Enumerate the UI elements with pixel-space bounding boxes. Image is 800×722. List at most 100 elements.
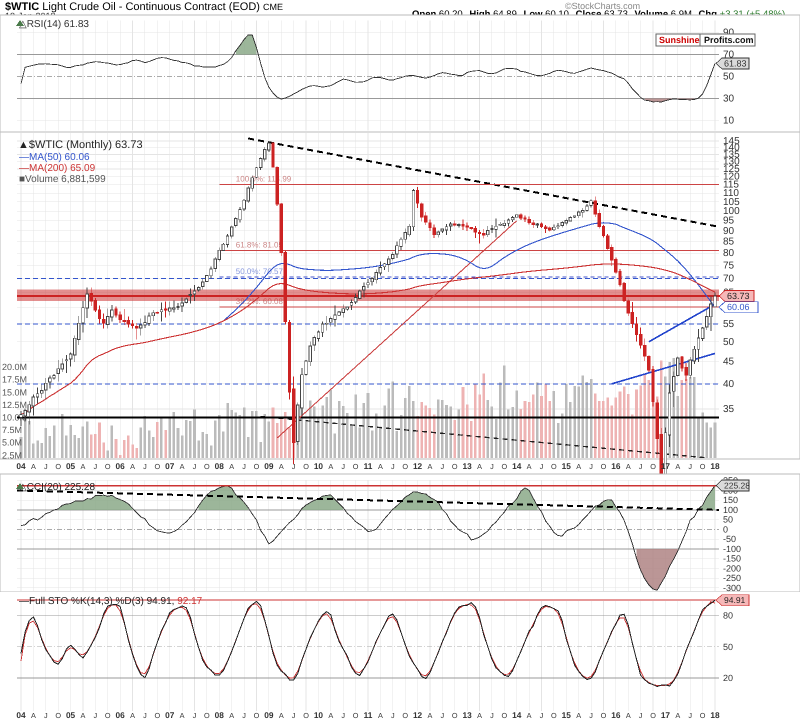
svg-text:09: 09 bbox=[264, 461, 274, 471]
svg-text:J: J bbox=[143, 462, 147, 471]
svg-text:O: O bbox=[501, 462, 507, 471]
svg-text:O: O bbox=[650, 462, 656, 471]
svg-text:15: 15 bbox=[562, 710, 572, 720]
svg-text:50: 50 bbox=[723, 337, 735, 348]
svg-text:A: A bbox=[527, 711, 532, 720]
svg-text:J: J bbox=[143, 711, 147, 720]
svg-text:A: A bbox=[378, 711, 383, 720]
svg-text:A: A bbox=[31, 711, 36, 720]
svg-text:08: 08 bbox=[215, 461, 225, 471]
svg-text:—MA(50) 60.06: —MA(50) 60.06 bbox=[19, 152, 90, 163]
svg-text:J: J bbox=[292, 711, 296, 720]
svg-text:14: 14 bbox=[512, 461, 522, 471]
svg-text:15: 15 bbox=[562, 461, 572, 471]
svg-text:J: J bbox=[639, 711, 643, 720]
svg-text:O: O bbox=[551, 462, 557, 471]
svg-text:-300: -300 bbox=[723, 583, 741, 593]
svg-text:O: O bbox=[501, 711, 507, 720]
svg-text:O: O bbox=[353, 462, 359, 471]
svg-text:05: 05 bbox=[66, 461, 76, 471]
svg-text:A: A bbox=[279, 711, 284, 720]
svg-text:35: 35 bbox=[723, 404, 735, 415]
svg-text:J: J bbox=[639, 462, 643, 471]
svg-text:30: 30 bbox=[723, 93, 735, 104]
svg-text:50: 50 bbox=[723, 642, 733, 652]
svg-text:O: O bbox=[551, 711, 557, 720]
svg-text:J: J bbox=[292, 462, 296, 471]
svg-text:100: 100 bbox=[723, 505, 738, 515]
svg-text:O: O bbox=[452, 711, 458, 720]
svg-text:85: 85 bbox=[723, 237, 735, 248]
svg-text:20.0M: 20.0M bbox=[2, 362, 27, 372]
svg-text:-250: -250 bbox=[723, 573, 741, 583]
svg-text:J: J bbox=[688, 462, 692, 471]
svg-text:A: A bbox=[576, 462, 581, 471]
svg-text:18: 18 bbox=[710, 461, 720, 471]
svg-text:80: 80 bbox=[723, 611, 733, 621]
svg-text:J: J bbox=[341, 462, 345, 471]
svg-text:05: 05 bbox=[66, 710, 76, 720]
svg-text:J: J bbox=[242, 462, 246, 471]
svg-text:225.28: 225.28 bbox=[724, 481, 750, 491]
svg-text:J: J bbox=[688, 711, 692, 720]
svg-text:-50: -50 bbox=[723, 534, 736, 544]
svg-text:11: 11 bbox=[364, 710, 373, 720]
svg-text:J: J bbox=[589, 462, 593, 471]
svg-text:10: 10 bbox=[723, 115, 735, 126]
svg-text:J: J bbox=[441, 462, 445, 471]
svg-text:-200: -200 bbox=[723, 563, 741, 573]
svg-text:2.5M: 2.5M bbox=[2, 450, 22, 460]
svg-text:75: 75 bbox=[723, 260, 735, 271]
svg-text:O: O bbox=[700, 711, 706, 720]
svg-text:A: A bbox=[675, 462, 680, 471]
svg-text:16: 16 bbox=[611, 710, 621, 720]
svg-text:O: O bbox=[402, 462, 408, 471]
svg-text:-100: -100 bbox=[723, 544, 741, 554]
svg-text:-150: -150 bbox=[723, 554, 741, 564]
svg-text:J: J bbox=[44, 711, 48, 720]
svg-text:11: 11 bbox=[364, 461, 373, 471]
svg-text:20: 20 bbox=[723, 673, 733, 683]
svg-text:O: O bbox=[452, 462, 458, 471]
svg-text:O: O bbox=[204, 462, 210, 471]
svg-text:A: A bbox=[130, 711, 135, 720]
svg-text:55: 55 bbox=[723, 319, 735, 330]
svg-text:J: J bbox=[341, 711, 345, 720]
svg-text:A: A bbox=[626, 711, 631, 720]
svg-text:Profits.com: Profits.com bbox=[704, 35, 754, 45]
svg-text:O: O bbox=[55, 711, 61, 720]
svg-text:O: O bbox=[353, 711, 359, 720]
svg-text:△RSI(14) 61.83: △RSI(14) 61.83 bbox=[19, 19, 89, 30]
svg-text:▲$WTIC (Monthly) 63.73: ▲$WTIC (Monthly) 63.73 bbox=[18, 139, 143, 151]
svg-text:61.8%: 81.05: 61.8%: 81.05 bbox=[236, 241, 284, 250]
svg-text:50: 50 bbox=[723, 515, 733, 525]
svg-text:80: 80 bbox=[723, 248, 735, 259]
svg-text:12.5M: 12.5M bbox=[2, 400, 27, 410]
svg-text:63.73: 63.73 bbox=[727, 291, 750, 301]
svg-text:0: 0 bbox=[723, 524, 728, 534]
svg-text:04: 04 bbox=[16, 461, 26, 471]
svg-text:A: A bbox=[527, 462, 532, 471]
svg-text:7.5M: 7.5M bbox=[2, 425, 22, 435]
svg-text:O: O bbox=[601, 462, 607, 471]
svg-text:06: 06 bbox=[116, 461, 126, 471]
svg-text:A: A bbox=[328, 711, 333, 720]
svg-text:J: J bbox=[193, 462, 197, 471]
svg-text:10: 10 bbox=[314, 461, 324, 471]
svg-text:O: O bbox=[105, 711, 111, 720]
svg-text:94.91: 94.91 bbox=[724, 595, 746, 605]
svg-text:10: 10 bbox=[314, 710, 324, 720]
svg-text:O: O bbox=[303, 711, 309, 720]
svg-text:A: A bbox=[576, 711, 581, 720]
svg-text:A: A bbox=[180, 462, 185, 471]
svg-text:O: O bbox=[303, 462, 309, 471]
svg-text:O: O bbox=[402, 711, 408, 720]
svg-text:O: O bbox=[601, 711, 607, 720]
svg-text:J: J bbox=[540, 462, 544, 471]
svg-text:J: J bbox=[193, 711, 197, 720]
svg-text:J: J bbox=[441, 711, 445, 720]
svg-text:95: 95 bbox=[723, 216, 735, 227]
svg-text:5.0M: 5.0M bbox=[2, 438, 22, 448]
svg-text:O: O bbox=[254, 711, 260, 720]
svg-text:100.0%: 114.99: 100.0%: 114.99 bbox=[236, 175, 292, 184]
